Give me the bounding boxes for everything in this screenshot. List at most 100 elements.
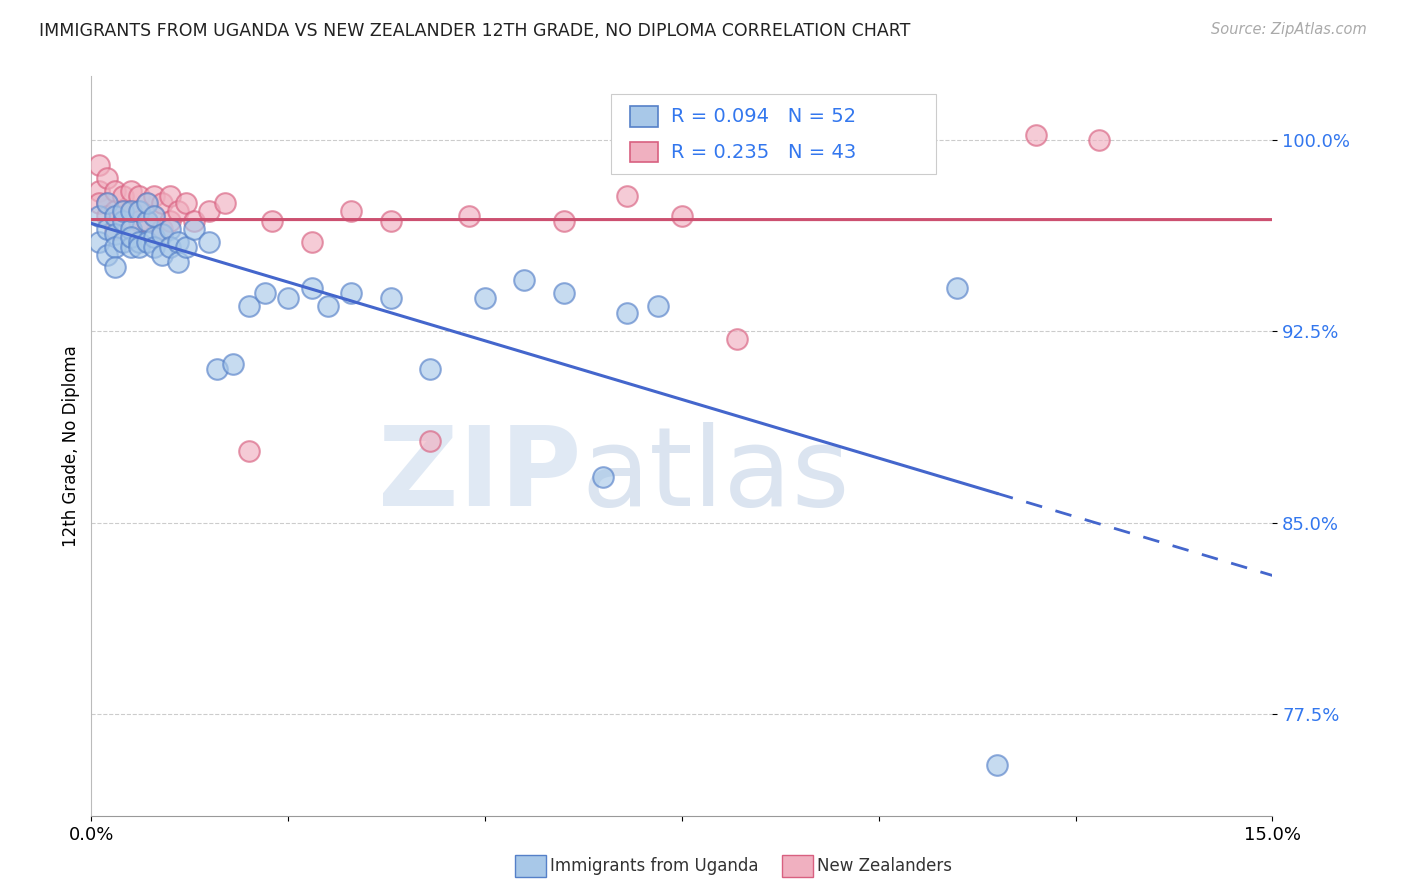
- Text: R = 0.235   N = 43: R = 0.235 N = 43: [671, 143, 856, 161]
- Point: [262, 214, 284, 228]
- Point: [96, 170, 118, 185]
- Text: Immigrants from Uganda: Immigrants from Uganda: [550, 857, 758, 875]
- Point: [104, 204, 127, 219]
- FancyBboxPatch shape: [612, 95, 936, 174]
- Point: [198, 204, 221, 219]
- Point: [167, 204, 190, 219]
- Point: [159, 222, 181, 236]
- Point: [1088, 133, 1111, 147]
- Point: [89, 184, 111, 198]
- Point: [150, 247, 173, 261]
- Point: [253, 285, 276, 300]
- Point: [207, 362, 229, 376]
- Point: [143, 229, 166, 244]
- Point: [616, 189, 638, 203]
- Point: [174, 240, 197, 254]
- Point: [111, 204, 134, 219]
- Text: Source: ZipAtlas.com: Source: ZipAtlas.com: [1211, 22, 1367, 37]
- Point: [198, 235, 221, 249]
- Point: [513, 273, 536, 287]
- Text: atlas: atlas: [582, 422, 851, 529]
- Point: [89, 209, 111, 223]
- Point: [111, 235, 134, 249]
- Point: [111, 189, 134, 203]
- Point: [104, 222, 127, 236]
- Point: [135, 214, 157, 228]
- Point: [104, 240, 127, 254]
- Point: [128, 214, 150, 228]
- Point: [553, 285, 575, 300]
- Point: [183, 214, 205, 228]
- Point: [135, 235, 157, 249]
- Point: [277, 291, 299, 305]
- Point: [592, 469, 614, 483]
- Point: [120, 229, 142, 244]
- Point: [222, 357, 245, 371]
- Point: [167, 255, 190, 269]
- Point: [238, 299, 260, 313]
- Point: [120, 222, 142, 236]
- FancyBboxPatch shape: [630, 142, 658, 162]
- Point: [120, 184, 142, 198]
- Point: [143, 209, 166, 223]
- Y-axis label: 12th Grade, No Diploma: 12th Grade, No Diploma: [62, 345, 80, 547]
- Point: [89, 235, 111, 249]
- Text: R = 0.094   N = 52: R = 0.094 N = 52: [671, 107, 856, 126]
- Point: [143, 209, 166, 223]
- Point: [159, 240, 181, 254]
- Point: [183, 222, 205, 236]
- Point: [553, 214, 575, 228]
- Point: [89, 196, 111, 211]
- Text: IMMIGRANTS FROM UGANDA VS NEW ZEALANDER 12TH GRADE, NO DIPLOMA CORRELATION CHART: IMMIGRANTS FROM UGANDA VS NEW ZEALANDER …: [39, 22, 911, 40]
- Point: [150, 222, 173, 236]
- Point: [96, 222, 118, 236]
- Point: [238, 444, 260, 458]
- Point: [671, 209, 693, 223]
- Point: [104, 227, 127, 241]
- Point: [150, 227, 173, 241]
- Point: [1025, 128, 1047, 142]
- Point: [159, 189, 181, 203]
- Point: [128, 189, 150, 203]
- Point: [111, 214, 134, 228]
- Point: [419, 362, 441, 376]
- Point: [120, 204, 142, 219]
- Point: [159, 214, 181, 228]
- Point: [214, 196, 236, 211]
- Text: ZIP: ZIP: [378, 422, 582, 529]
- Point: [174, 196, 197, 211]
- Point: [725, 332, 748, 346]
- Point: [647, 299, 669, 313]
- Point: [104, 260, 127, 275]
- Point: [120, 240, 142, 254]
- Point: [128, 240, 150, 254]
- Point: [301, 281, 323, 295]
- Text: New Zealanders: New Zealanders: [817, 857, 952, 875]
- Point: [96, 247, 118, 261]
- Point: [986, 758, 1008, 772]
- Point: [143, 189, 166, 203]
- Point: [301, 235, 323, 249]
- Point: [104, 184, 127, 198]
- Point: [167, 235, 190, 249]
- Point: [380, 214, 402, 228]
- Point: [474, 291, 496, 305]
- Point: [616, 306, 638, 320]
- Point: [135, 214, 157, 228]
- Point: [128, 204, 150, 219]
- Point: [128, 204, 150, 219]
- Point: [120, 204, 142, 219]
- Point: [104, 209, 127, 223]
- Point: [89, 158, 111, 172]
- Point: [96, 196, 118, 211]
- Point: [340, 285, 363, 300]
- Point: [128, 235, 150, 249]
- Point: [340, 204, 363, 219]
- Point: [316, 299, 339, 313]
- Point: [96, 196, 118, 211]
- Point: [111, 204, 134, 219]
- Point: [458, 209, 481, 223]
- Point: [120, 222, 142, 236]
- FancyBboxPatch shape: [630, 106, 658, 127]
- Point: [135, 196, 157, 211]
